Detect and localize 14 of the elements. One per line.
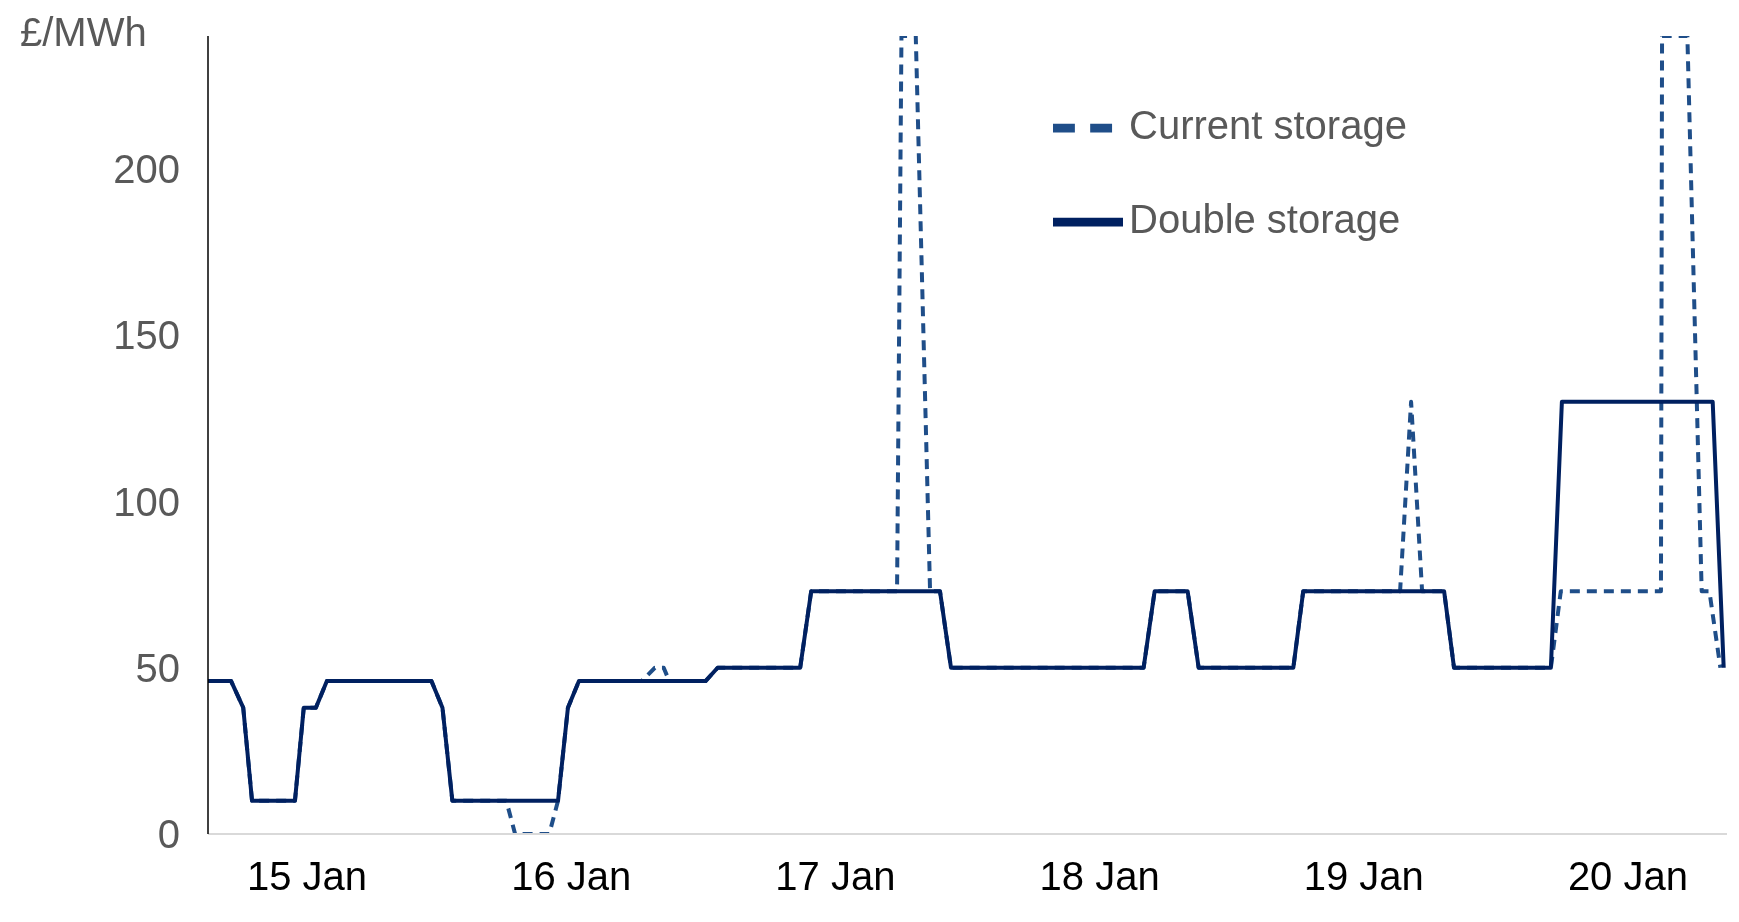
x-tick-label: 18 Jan [1039, 854, 1160, 899]
x-tick-label: 16 Jan [511, 854, 632, 899]
y-tick-label: 200 [113, 147, 180, 192]
y-tick-label: 100 [113, 479, 180, 524]
y-tick-label: 50 [135, 645, 180, 690]
x-tick-label: 19 Jan [1303, 854, 1424, 899]
legend-label: Double storage [1129, 197, 1401, 241]
y-tick-label: 150 [113, 313, 180, 358]
x-tick-label: 15 Jan [247, 854, 368, 899]
y-axis-title: £/MWh [20, 10, 147, 54]
x-tick-label: 20 Jan [1567, 854, 1688, 899]
legend-label: Current storage [1129, 103, 1407, 147]
x-tick-label: 17 Jan [775, 854, 896, 899]
y-tick-label: 0 [157, 812, 180, 857]
